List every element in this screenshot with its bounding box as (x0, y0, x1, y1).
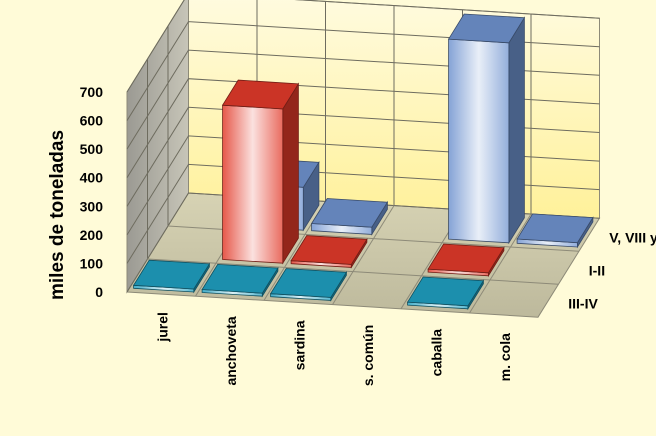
y-tick-label: 200 (80, 227, 104, 243)
x-tick-label: s. común (360, 325, 376, 386)
y-tick-label: 400 (80, 170, 104, 186)
y-tick-label: 100 (80, 255, 104, 271)
bar-i-ii-1 (221, 79, 300, 265)
series-axis-ticks: V, VIII y X I-II III-IV (568, 230, 656, 312)
y-tick-label: 500 (80, 141, 104, 157)
y-tick-label: 700 (80, 84, 104, 100)
x-axis-ticks: jurel anchoveta sardina s. común caballa m. c… (154, 312, 513, 386)
bar-v-viii-y-x-5 (516, 213, 594, 249)
bar-v-viii-y-x-4 (447, 13, 526, 245)
y-tick-label: 300 (80, 198, 104, 214)
bar-iii-iv-1 (201, 263, 279, 298)
bar-i-ii-4 (427, 243, 505, 278)
y-axis-title: miles de toneladas (47, 130, 68, 300)
bar-i-ii-2 (290, 235, 368, 269)
x-tick-label: m. cola (497, 333, 513, 381)
y-tick-label: 600 (80, 113, 104, 129)
x-tick-label: anchoveta (223, 316, 239, 385)
y-axis-ticks: 0 100 200 300 400 500 600 700 (80, 84, 104, 300)
floor-line-x (332, 205, 395, 305)
floor-line-z (147, 258, 559, 285)
y-tick-label: 0 (95, 284, 103, 300)
bar-iii-iv-4 (406, 276, 485, 311)
chart-bars (132, 13, 594, 311)
bar-iii-iv-2 (269, 268, 348, 302)
series-label: III-IV (568, 296, 598, 312)
x-tick-label: sardina (291, 320, 307, 370)
bar-iii-iv-0 (132, 259, 211, 294)
x-tick-label: jurel (154, 312, 170, 343)
series-label: I-II (589, 263, 605, 279)
bar-v-viii-y-x-2 (310, 198, 389, 236)
series-label: V, VIII y X (609, 230, 656, 246)
floor-line-x (469, 213, 532, 314)
x-tick-label: caballa (428, 329, 444, 377)
